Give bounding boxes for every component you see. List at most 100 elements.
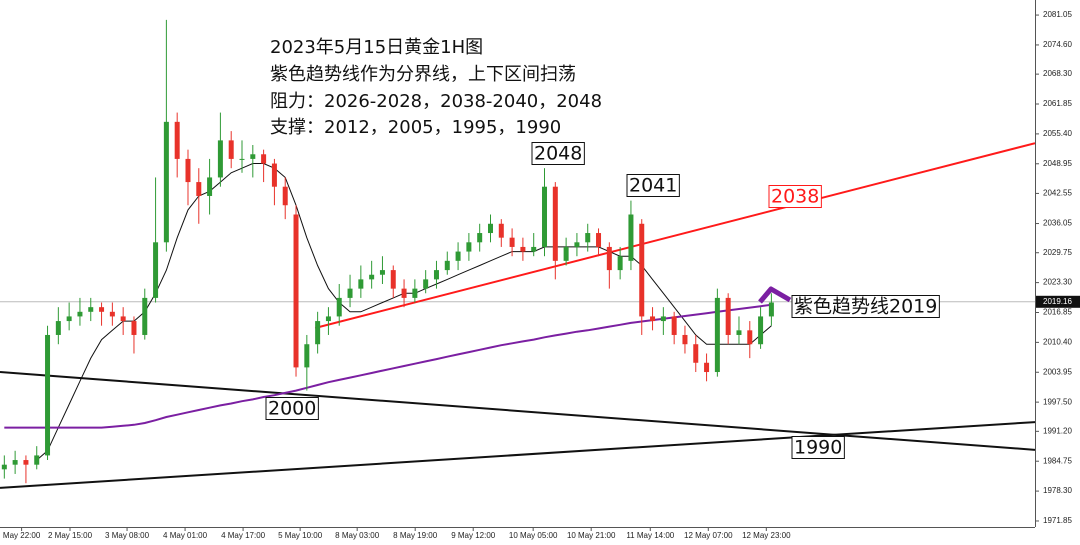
annotations: 2023年5月15日黄金1H图 紫色趋势线作为分界线，上下区间扫荡 阻力：202…: [265, 37, 940, 459]
x-tick-label: 8 May 19:00: [393, 531, 438, 540]
y-tick-label: 2068.30: [1043, 69, 1072, 78]
y-tick-label: 1971.85: [1043, 516, 1072, 525]
annotation-box: [265, 397, 319, 420]
y-tick-label: 1984.75: [1043, 456, 1072, 465]
note-line: 紫色趋势线作为分界线，上下区间扫荡: [270, 64, 576, 85]
y-tick-label: 2081.05: [1043, 10, 1072, 19]
candle-body: [109, 311, 115, 317]
candle-body: [282, 186, 288, 206]
candle-body: [693, 344, 699, 363]
x-tick-label: 4 May 17:00: [221, 531, 266, 540]
candle-body: [379, 270, 385, 275]
candle-body: [704, 362, 710, 373]
candle-body: [455, 251, 461, 261]
trend-line: [0, 421, 1035, 489]
candle-body: [660, 316, 666, 322]
candle-body: [725, 297, 731, 335]
candle-body: [552, 186, 558, 261]
candle-body: [12, 460, 18, 465]
candle-body: [639, 223, 645, 317]
candle-body: [261, 154, 267, 164]
annotation-box: [791, 436, 845, 459]
moving-average: [4, 303, 772, 429]
x-tick-label: 10 May 21:00: [567, 531, 616, 540]
candle-body: [401, 288, 407, 298]
candle-body: [596, 233, 602, 247]
annotation-label: 2041: [629, 175, 677, 197]
y-tick-label: 2061.85: [1043, 99, 1072, 108]
candle-body: [747, 330, 753, 345]
candle-body: [23, 460, 29, 465]
candle-body: [714, 297, 720, 373]
candle-body: [88, 307, 94, 312]
x-tick-label: May 22:00: [3, 531, 41, 540]
annotation-label: 紫色趋势线2019: [794, 296, 937, 318]
candle-body: [423, 279, 429, 289]
candle-body: [228, 140, 234, 159]
candle-body: [617, 256, 623, 271]
candle-body: [347, 288, 353, 298]
last-price-box: [1036, 295, 1080, 308]
candle-body: [163, 121, 169, 243]
x-tick-label: 10 May 05:00: [509, 531, 558, 540]
annotation-label: 1990: [794, 437, 842, 459]
candle-body: [293, 214, 299, 368]
plot-area: [0, 19, 1035, 489]
x-tick-label: 5 May 10:00: [278, 531, 323, 540]
candle-body: [520, 246, 526, 252]
trend-line: [314, 142, 1035, 329]
candle-body: [758, 316, 764, 345]
axes: 2081.05 2074.60 2068.30 2061.85 2055.40 2048.…: [3, 10, 1080, 540]
y-tick-label: 2010.40: [1043, 337, 1072, 346]
annotation-box: [626, 174, 680, 197]
candle-body: [271, 163, 277, 187]
y-tick-label: 2074.60: [1043, 40, 1072, 49]
candle-body: [563, 246, 569, 261]
note-line: 支撑：2012，2005，1995，1990: [270, 117, 561, 138]
note-line: 2023年5月15日黄金1H图: [270, 37, 483, 58]
candle-body: [433, 270, 439, 280]
y-tick-label: 2042.55: [1043, 189, 1072, 198]
x-tick-label: 4 May 01:00: [163, 531, 208, 540]
candle-body: [120, 316, 126, 322]
candle-body: [466, 242, 472, 252]
candle-body: [77, 311, 83, 317]
candle-body: [185, 158, 191, 183]
candle-body: [487, 223, 493, 234]
y-tick-label: 1978.30: [1043, 486, 1072, 495]
candle-body: [671, 316, 677, 335]
y-tick-label: 2016.85: [1043, 308, 1072, 317]
candle-body: [99, 307, 105, 312]
y-tick-label: 2036.05: [1043, 219, 1072, 228]
candle-body: [682, 334, 688, 345]
candle-body: [55, 321, 61, 335]
candle-body: [606, 246, 612, 271]
candle-body: [369, 274, 375, 280]
candle-body: [196, 182, 202, 196]
candle-body: [250, 154, 256, 159]
candle-body: [336, 297, 342, 317]
candle-body: [390, 270, 396, 289]
y-tick-label: 2055.40: [1043, 129, 1072, 138]
candle-body: [325, 316, 331, 322]
candle-body: [142, 297, 148, 335]
candle-body: [736, 330, 742, 335]
note-line: 阻力：2026-2028，2038-2040，2048: [270, 91, 602, 112]
candle-body: [412, 288, 418, 298]
annotation-label: 2038: [771, 186, 819, 208]
annotation-box: [791, 295, 940, 318]
candle-body: [628, 214, 634, 261]
candle-body: [207, 177, 213, 196]
arrow-icon: [758, 286, 792, 304]
trend-line: [0, 371, 1035, 451]
candle-body: [498, 223, 504, 238]
candle-body: [477, 233, 483, 243]
candle-body: [531, 246, 537, 252]
candle-body: [239, 158, 245, 160]
y-tick-label: 2023.30: [1043, 278, 1072, 287]
x-tick-label: 11 May 14:00: [626, 531, 674, 540]
candle-body: [131, 321, 137, 335]
x-tick-label: 12 May 23:00: [742, 531, 791, 540]
candle-body: [574, 242, 580, 247]
